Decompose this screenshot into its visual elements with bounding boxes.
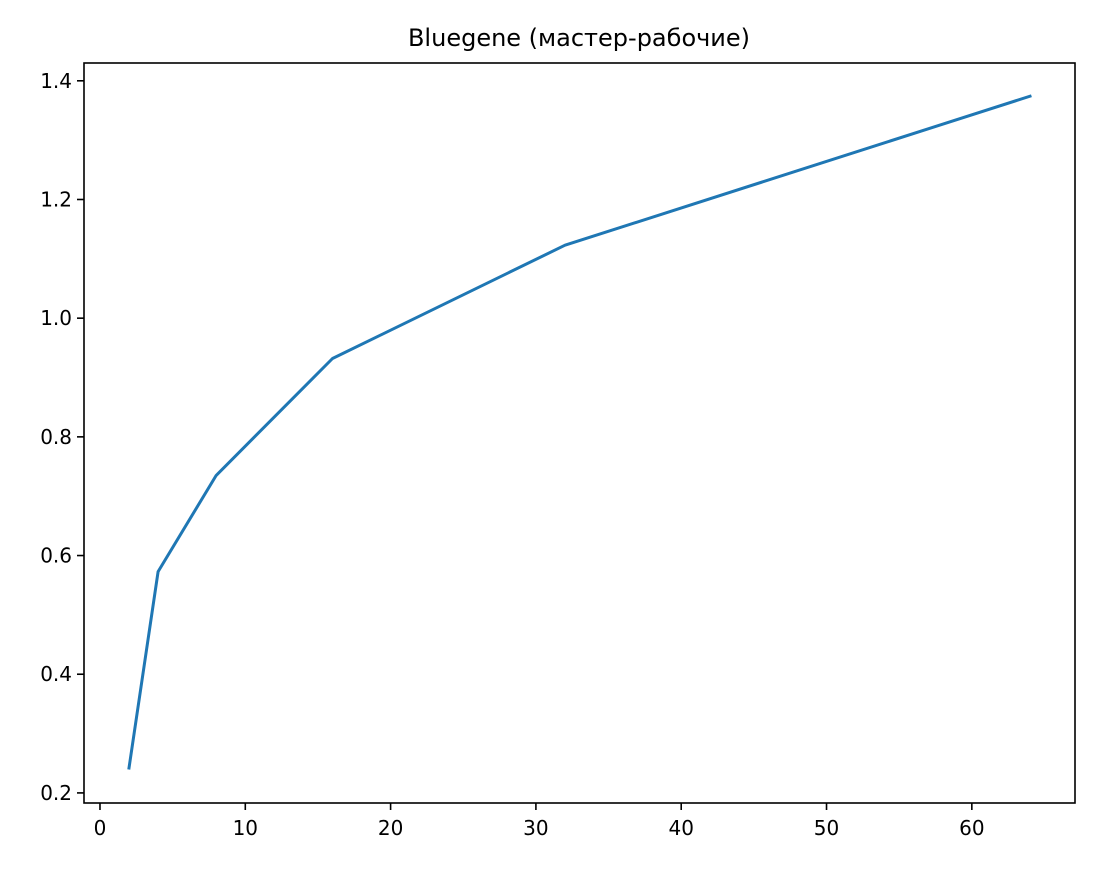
y-tick-label: 0.2: [40, 781, 72, 805]
y-tick-label: 1.0: [40, 306, 72, 330]
series-line: [127, 94, 1032, 770]
x-tick-label: 60: [959, 816, 984, 840]
axes-frame: [83, 62, 1076, 804]
x-tick-label: 50: [814, 816, 839, 840]
y-tick-label: 0.6: [40, 544, 72, 568]
x-tick-label: 10: [233, 816, 258, 840]
chart-title: Bluegene (мастер-рабочие): [408, 24, 750, 52]
plot-area: 0 10 20 30 40 50 60 0.2 0.4 0.6 0.8 1.0 1.2 1.4: [40, 69, 1032, 840]
y-tick-label: 1.4: [40, 69, 72, 93]
x-tick-label: 40: [668, 816, 693, 840]
y-tick-label: 1.2: [40, 187, 72, 211]
x-tick-label: 20: [378, 816, 403, 840]
y-tick-label: 0.8: [40, 425, 72, 449]
x-tick-label: 30: [523, 816, 548, 840]
y-tick-label: 0.4: [40, 662, 72, 686]
x-tick-label: 0: [94, 816, 107, 840]
